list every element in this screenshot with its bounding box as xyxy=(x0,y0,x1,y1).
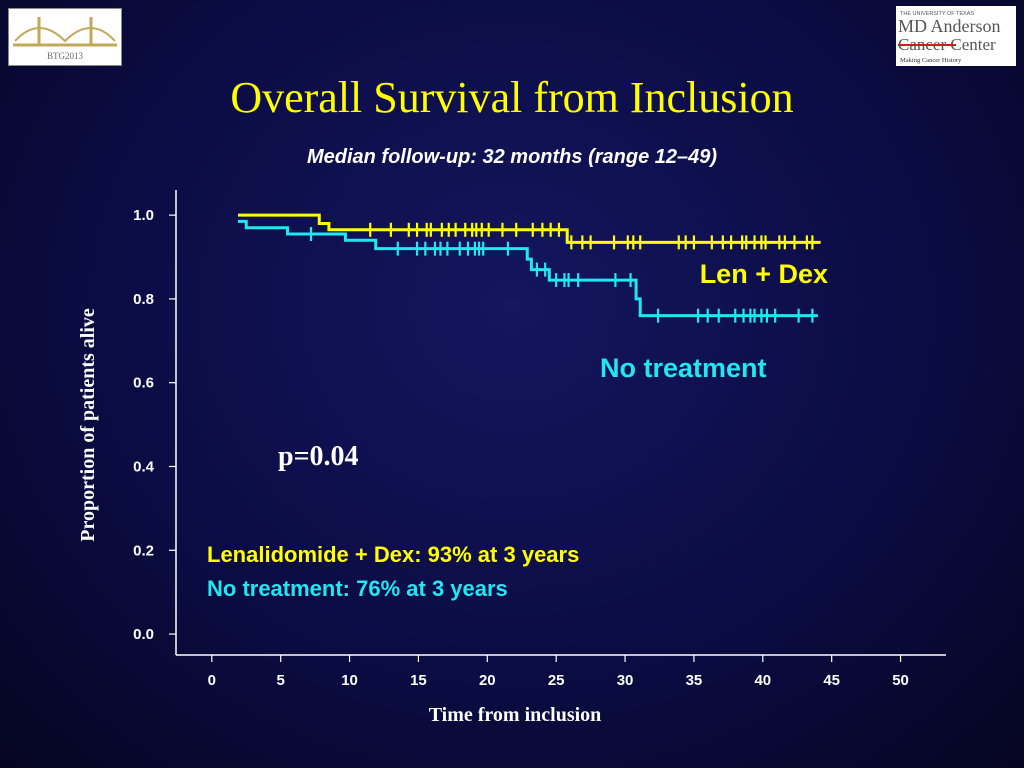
x-tick-label: 45 xyxy=(823,672,840,689)
x-tick-label: 50 xyxy=(892,672,909,689)
y-tick-label: 0.0 xyxy=(133,626,154,643)
y-tick-label: 0.2 xyxy=(133,542,154,559)
x-tick-label: 30 xyxy=(617,672,634,689)
btg2013-logo-text: BTG2013 xyxy=(47,51,84,61)
btg2013-logo: BTG2013 xyxy=(8,8,122,66)
summary-no-treatment: No treatment: 76% at 3 years xyxy=(207,576,508,601)
bridge-icon: BTG2013 xyxy=(13,17,117,61)
legend-no-treatment: No treatment xyxy=(600,353,767,383)
x-tick-label: 10 xyxy=(341,672,358,689)
md-anderson-logo-tagline: Making Cancer History xyxy=(900,57,962,64)
x-tick-label: 15 xyxy=(410,672,427,689)
md-anderson-logo-line2: MD Anderson xyxy=(898,16,1001,36)
series-line-len-dex xyxy=(237,213,821,244)
x-tick-label: 40 xyxy=(754,672,771,689)
chart-subtitle: Median follow-up: 32 months (range 12–49… xyxy=(306,146,718,168)
series-line-no-treatment xyxy=(237,219,818,318)
y-tick-label: 0.8 xyxy=(133,291,154,308)
legend-len-dex: Len + Dex xyxy=(700,259,828,289)
summary-len-dex: Lenalidomide + Dex: 93% at 3 years xyxy=(207,542,579,567)
x-tick-label: 35 xyxy=(686,672,703,689)
y-tick-label: 1.0 xyxy=(133,207,154,224)
x-axis-label: Time from inclusion xyxy=(429,704,602,726)
x-tick-label: 25 xyxy=(548,672,565,689)
md-anderson-logo: THE UNIVERSITY OF TEXAS MD Anderson Canc… xyxy=(896,6,1016,66)
y-tick-label: 0.6 xyxy=(133,375,154,392)
y-tick-label: 0.4 xyxy=(133,458,155,475)
y-axis-label: Proportion of patients alive xyxy=(77,308,99,542)
p-value-label: p=0.04 xyxy=(278,441,359,472)
x-tick-label: 5 xyxy=(277,672,285,689)
md-anderson-logo-line1: THE UNIVERSITY OF TEXAS xyxy=(900,11,974,17)
x-tick-label: 0 xyxy=(208,672,216,689)
x-tick-label: 20 xyxy=(479,672,496,689)
page-title: Overall Survival from Inclusion xyxy=(230,73,794,122)
